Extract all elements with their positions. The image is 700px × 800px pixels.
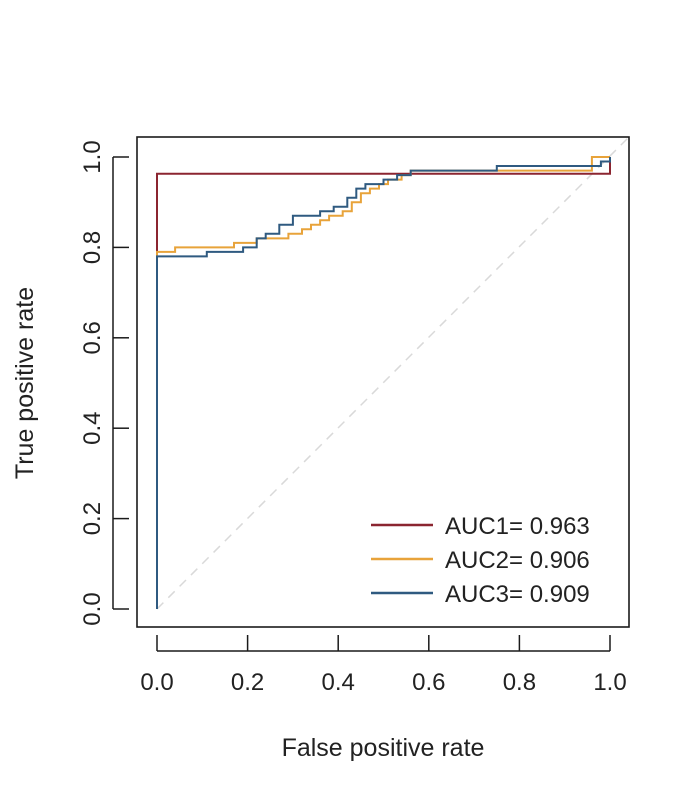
y-tick-label: 0.8 [79,231,106,264]
x-axis-label: False positive rate [282,734,485,762]
series-layer [156,156,611,609]
y-tick-label: 1.0 [79,140,106,173]
x-tick-label: 0.0 [140,669,173,696]
legend-label-3: AUC3= 0.909 [445,581,590,608]
plot-frame [136,136,630,628]
x-tick-label: 0.2 [231,669,264,696]
y-axis-label: True positive rate [11,287,39,479]
y-tick-label: 0.6 [79,321,106,354]
y-tick-label: 0.2 [79,502,106,535]
series-line-3 [156,157,611,609]
x-tick-label: 0.6 [412,669,445,696]
plot-area [136,136,630,628]
legend-label-1: AUC1= 0.963 [445,513,590,540]
legend-label-2: AUC2= 0.906 [445,547,590,574]
y-tick-label: 0.4 [79,412,106,445]
legend: AUC1= 0.963 AUC2= 0.906 AUC3= 0.909 [371,513,590,608]
x-tick-label: 0.8 [503,669,536,696]
x-axis: 0.0 0.2 0.4 0.6 0.8 1.0 [140,635,627,696]
y-tick-label: 0.0 [79,592,106,625]
x-tick-label: 0.4 [322,669,355,696]
x-tick-label: 1.0 [593,669,626,696]
y-axis: 0.0 0.2 0.4 0.6 0.8 1.0 [79,140,129,626]
